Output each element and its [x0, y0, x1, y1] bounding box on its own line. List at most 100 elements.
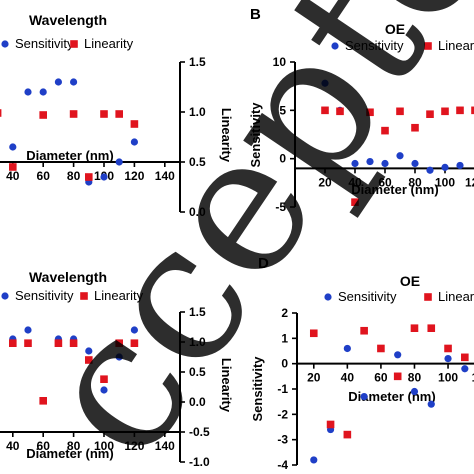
legend-marker	[424, 42, 432, 50]
legend-label: Sensitivity	[338, 289, 397, 304]
data-point	[396, 152, 404, 160]
y-tick-label: 0	[281, 357, 288, 371]
x-tick-label: 80	[408, 371, 422, 385]
data-point	[461, 353, 469, 362]
legend-marker	[424, 293, 432, 301]
data-point	[427, 400, 435, 408]
chart-title: Wavelength	[29, 12, 107, 28]
x-tick-label: 140	[155, 169, 175, 183]
data-point	[85, 173, 93, 181]
x-tick-label: 80	[408, 175, 422, 189]
y-tick-label: -5	[275, 200, 286, 214]
data-point	[39, 397, 47, 405]
data-point	[130, 339, 139, 347]
x-tick-label: 60	[37, 439, 51, 453]
data-point	[343, 344, 351, 353]
data-point	[310, 456, 318, 464]
data-point	[427, 324, 436, 332]
data-point	[360, 326, 368, 335]
series-linearity	[309, 324, 469, 439]
data-point	[411, 123, 419, 132]
x-tick-label: 40	[6, 169, 20, 183]
data-point	[441, 107, 449, 116]
data-point	[9, 163, 17, 171]
x-axis-title: Diameter (nm)	[26, 446, 113, 461]
data-point	[69, 339, 78, 347]
data-point	[130, 120, 139, 128]
y-tick-label: -2	[277, 407, 288, 421]
chart-panel-a: Wavelength Sensitivity Linearity 0.0 0.5 1.0 1…	[0, 12, 234, 219]
y-tick-label: -0.5	[189, 425, 210, 439]
data-point	[410, 387, 419, 396]
series-linearity	[0, 109, 139, 181]
chart-title: Wavelength	[29, 269, 107, 285]
data-point	[456, 106, 464, 115]
legend-marker	[1, 40, 9, 48]
data-point	[360, 393, 368, 401]
data-point	[366, 108, 374, 117]
data-point	[393, 372, 402, 381]
y-tick-label: 1	[281, 331, 288, 345]
x-tick-label: 20	[318, 175, 332, 189]
legend-label: Sensitivity	[345, 38, 404, 53]
y-tick-label: 0.5	[189, 365, 206, 379]
y-tick-label: -3	[277, 433, 288, 447]
legend-marker	[331, 42, 339, 50]
data-point	[69, 110, 78, 118]
legend-label: Linearity	[438, 38, 474, 53]
y-tick-label: 1.5	[189, 305, 206, 319]
legend-marker	[324, 293, 332, 301]
x-tick-label: 40	[348, 175, 362, 189]
x-tick-label: 120	[124, 439, 144, 453]
data-point	[100, 110, 108, 118]
data-point	[321, 106, 329, 115]
data-point	[0, 109, 2, 117]
series-linearity	[9, 339, 139, 405]
data-point	[351, 198, 359, 206]
data-point	[24, 88, 32, 96]
x-tick-label: 60	[378, 175, 392, 189]
y-tick-label: 1.5	[189, 55, 206, 69]
data-point	[39, 88, 47, 96]
y-tick-label: 1.0	[189, 335, 206, 349]
data-point	[343, 430, 352, 439]
data-point	[366, 157, 374, 166]
x-tick-label: 80	[67, 439, 81, 453]
x-axis-title: Diameter (nm)	[26, 148, 113, 163]
y-tick-label: -4	[277, 458, 288, 472]
data-point	[54, 78, 63, 86]
y-axis-title-right: Linearity	[219, 108, 234, 163]
data-point	[426, 166, 434, 174]
data-point	[130, 326, 138, 334]
chart-panel-c: Wavelength Sensitivity Linearity -1.0 -0.5 0.…	[0, 269, 234, 469]
y-tick-label: 5	[279, 103, 286, 117]
x-tick-label: 40	[6, 439, 20, 453]
data-point	[326, 420, 335, 429]
data-point	[381, 126, 389, 135]
data-point	[461, 365, 469, 373]
chart-title: OE	[385, 21, 405, 37]
x-tick-label: 120	[124, 169, 144, 183]
legend-label: Sensitivity	[15, 36, 74, 51]
data-point	[100, 386, 108, 394]
x-tick-label: 100	[438, 371, 458, 385]
chart-title: OE	[400, 273, 420, 289]
y-tick-label: 0.0	[189, 205, 206, 219]
data-point	[309, 329, 318, 338]
legend-marker	[1, 292, 9, 300]
data-point	[70, 78, 78, 86]
legend-marker	[70, 40, 78, 48]
y-tick-label: -1	[277, 382, 288, 396]
data-point	[24, 339, 32, 347]
x-tick-label: 120	[465, 175, 474, 189]
data-point	[85, 347, 93, 355]
y-tick-label: 0.5	[189, 155, 206, 169]
y-axis-title-left: Sensitivity	[248, 102, 263, 168]
data-point	[100, 375, 108, 383]
data-point	[456, 161, 464, 170]
data-point	[377, 344, 385, 353]
data-point	[85, 356, 93, 364]
legend-label: Sensitivity	[15, 288, 74, 303]
data-point	[381, 159, 389, 168]
